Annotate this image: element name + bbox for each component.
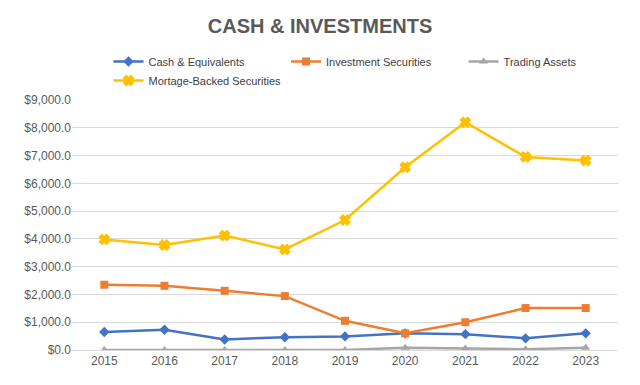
svg-text:$0.0: $0.0 [48,343,72,357]
svg-text:2020: 2020 [392,354,419,368]
svg-text:$9,000.0: $9,000.0 [24,93,71,107]
svg-text:CASH & INVESTMENTS: CASH & INVESTMENTS [208,15,432,37]
svg-text:$5,000.0: $5,000.0 [24,204,71,218]
svg-text:2017: 2017 [211,354,238,368]
svg-text:Trading Assets: Trading Assets [504,56,577,68]
svg-text:$2,000.0: $2,000.0 [24,288,71,302]
svg-text:2016: 2016 [151,354,178,368]
svg-text:2019: 2019 [332,354,359,368]
svg-text:$8,000.0: $8,000.0 [24,121,71,135]
svg-text:Mortage-Backed Securities: Mortage-Backed Securities [149,75,282,87]
svg-text:$4,000.0: $4,000.0 [24,232,71,246]
svg-text:$1,000.0: $1,000.0 [24,315,71,329]
svg-text:2023: 2023 [572,354,599,368]
svg-text:Investment Securities: Investment Securities [326,56,432,68]
svg-text:$6,000.0: $6,000.0 [24,177,71,191]
svg-text:2021: 2021 [452,354,479,368]
svg-text:2018: 2018 [271,354,298,368]
svg-text:$7,000.0: $7,000.0 [24,149,71,163]
svg-text:2022: 2022 [512,354,539,368]
svg-text:$3,000.0: $3,000.0 [24,260,71,274]
svg-text:2015: 2015 [91,354,118,368]
svg-text:Cash & Equivalents: Cash & Equivalents [149,56,245,68]
